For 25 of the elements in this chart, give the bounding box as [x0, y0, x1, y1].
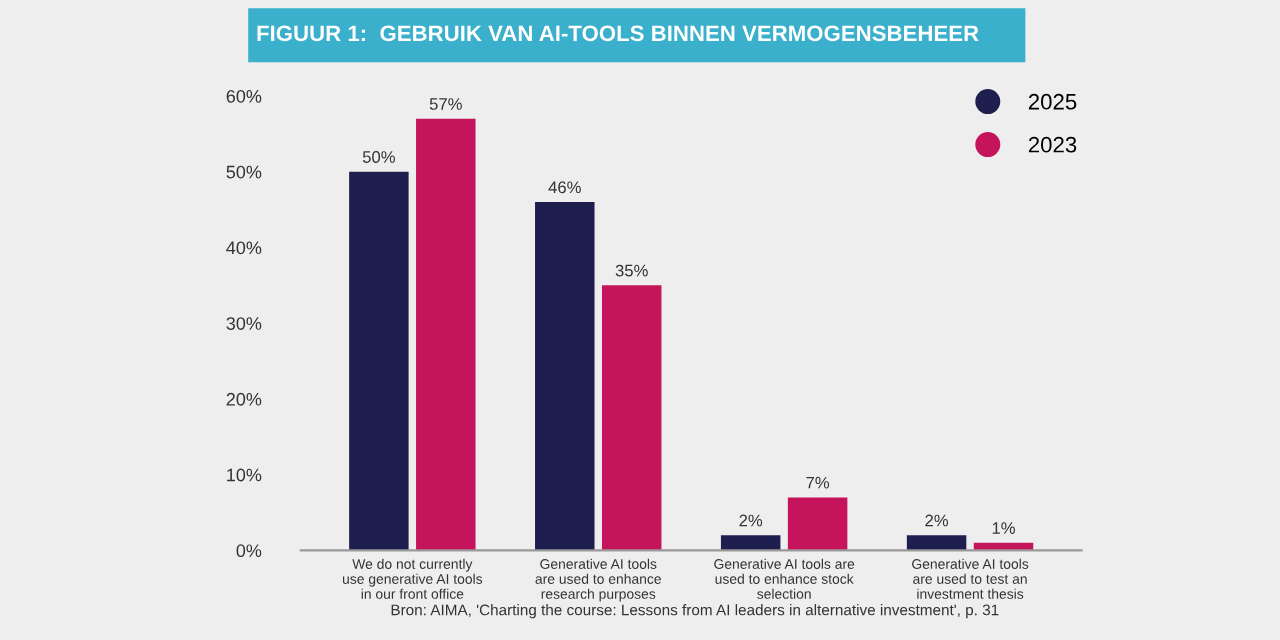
y-tick-label: 10%: [227, 468, 262, 482]
data-label: 50%: [362, 151, 395, 163]
data-label: 57%: [429, 98, 462, 110]
chart-title: FIGUUR 1: GEBRUIK VAN AI-TOOLS BINNEN VERMOGENSBEHEER: [257, 25, 979, 42]
bar: [906, 535, 967, 551]
data-label: 7%: [806, 476, 830, 489]
bar: [601, 285, 662, 551]
data-label: 2%: [925, 514, 949, 527]
bar: [349, 171, 409, 551]
y-tick-label: 50%: [226, 165, 262, 179]
data-label: 1%: [992, 522, 1015, 534]
y-tick-label: 60%: [226, 89, 262, 103]
data-label: 46%: [548, 181, 581, 194]
y-tick-label: 20%: [226, 392, 262, 406]
bar: [416, 118, 476, 551]
y-tick-label: 30%: [226, 317, 262, 330]
data-label: 2%: [739, 514, 763, 527]
bar: [787, 497, 848, 551]
legend-label: 2025: [1028, 93, 1077, 110]
y-tick-label: 0%: [236, 544, 262, 558]
legend-label: 2023: [1028, 136, 1077, 153]
data-label: 35%: [615, 264, 648, 277]
y-tick-label: 40%: [226, 241, 262, 255]
bar: [720, 535, 781, 551]
bar: [535, 202, 595, 551]
